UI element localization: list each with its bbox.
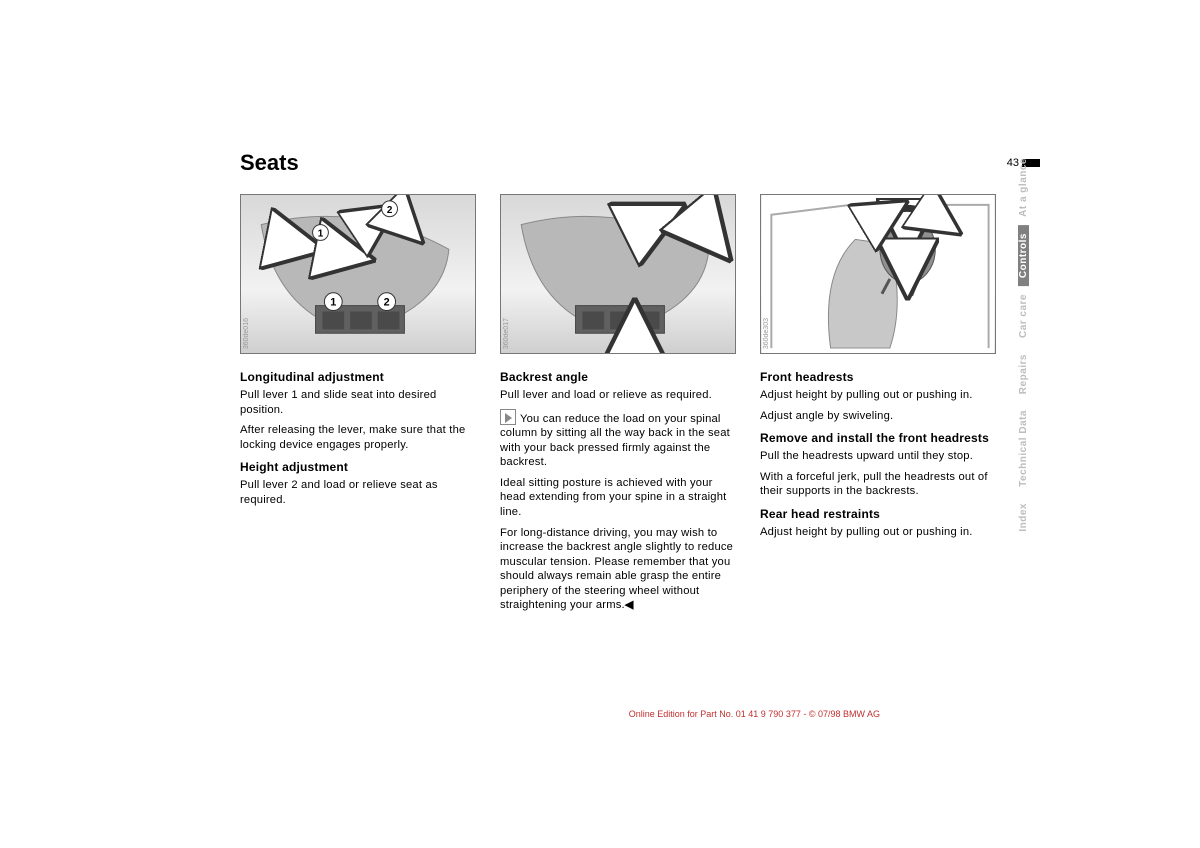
para: Pull lever 1 and slide seat into desired… bbox=[240, 388, 480, 417]
note-para: You can reduce the load on your spinal c… bbox=[500, 409, 740, 470]
heading-remove-headrests: Remove and install the front headrests bbox=[760, 431, 1000, 445]
note-end-marker: ◀ bbox=[625, 599, 634, 611]
column-2: 360de017 Backrest angle Pull lever and l… bbox=[500, 194, 740, 619]
svg-text:2: 2 bbox=[387, 205, 393, 216]
note-icon bbox=[500, 409, 516, 425]
heading-height: Height adjustment bbox=[240, 460, 480, 474]
page-title: Seats bbox=[240, 150, 299, 176]
illustration-backrest: 360de017 bbox=[500, 194, 736, 354]
illustration-headrest: 360de303 bbox=[760, 194, 996, 354]
para: Ideal sitting posture is achieved with y… bbox=[500, 476, 740, 520]
note-text: For long-distance driving, you may wish … bbox=[500, 527, 733, 612]
headrest-icon bbox=[761, 195, 995, 353]
para: Pull lever and load or relieve as requir… bbox=[500, 388, 740, 403]
para: Adjust angle by swiveling. bbox=[760, 409, 1000, 424]
title-row: Seats 43 bbox=[240, 150, 1040, 176]
backrest-icon bbox=[501, 195, 735, 353]
heading-longitudinal: Longitudinal adjustment bbox=[240, 370, 480, 384]
manual-page: Seats 43 bbox=[240, 150, 1040, 619]
para: Adjust height by pulling out or pushing … bbox=[760, 525, 1000, 540]
para: For long-distance driving, you may wish … bbox=[500, 526, 740, 613]
para: Pull lever 2 and load or relieve seat as… bbox=[240, 478, 480, 507]
column-3: 360de303 Front headrests Adjust height b… bbox=[760, 194, 1000, 619]
para: Pull the headrests upward until they sto… bbox=[760, 449, 1000, 464]
image-id: 360de016 bbox=[243, 318, 250, 349]
illustration-seat-levers: 1 2 1 2 360de016 bbox=[240, 194, 476, 354]
note-text: You can reduce the load on your spinal c… bbox=[500, 413, 730, 469]
para: After releasing the lever, make sure tha… bbox=[240, 423, 480, 452]
tab-controls[interactable]: Controls bbox=[1018, 225, 1029, 286]
tab-technical-data[interactable]: Technical Data bbox=[1018, 402, 1029, 495]
column-1: 1 2 1 2 360de016 Longitudinal adjustment… bbox=[240, 194, 480, 619]
seat-levers-icon: 1 2 1 2 bbox=[241, 195, 475, 353]
image-id: 360de017 bbox=[503, 318, 510, 349]
para: With a forceful jerk, pull the headrests… bbox=[760, 470, 1000, 499]
svg-text:1: 1 bbox=[318, 228, 324, 239]
heading-rear-restraints: Rear head restraints bbox=[760, 507, 1000, 521]
tab-repairs[interactable]: Repairs bbox=[1018, 346, 1029, 402]
tab-index[interactable]: Index bbox=[1018, 495, 1029, 540]
footer-edition: Online Edition for Part No. 01 41 9 790 … bbox=[629, 709, 880, 719]
svg-text:1: 1 bbox=[330, 297, 336, 309]
tab-car-care[interactable]: Car care bbox=[1018, 286, 1029, 346]
columns: 1 2 1 2 360de016 Longitudinal adjustment… bbox=[240, 194, 1040, 619]
para: Adjust height by pulling out or pushing … bbox=[760, 388, 1000, 403]
tab-at-a-glance[interactable]: At a glance bbox=[1018, 150, 1029, 225]
heading-front-headrests: Front headrests bbox=[760, 370, 1000, 384]
heading-backrest: Backrest angle bbox=[500, 370, 740, 384]
svg-text:2: 2 bbox=[384, 297, 390, 309]
image-id: 360de303 bbox=[763, 318, 770, 349]
section-tabs: At a glance Controls Car care Repairs Te… bbox=[1018, 150, 1040, 540]
